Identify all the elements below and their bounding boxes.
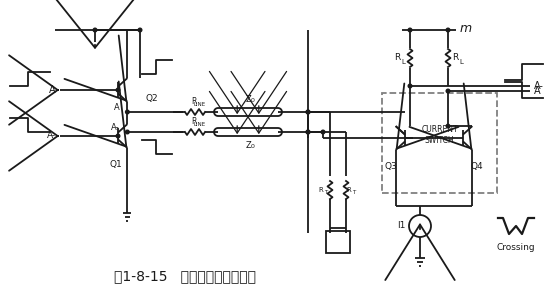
Text: T: T [325,191,327,196]
Text: T: T [352,191,356,196]
Text: LINE: LINE [194,121,206,126]
Circle shape [408,28,412,32]
Text: A: A [114,103,119,111]
Text: A-: A- [534,81,544,91]
Circle shape [116,88,120,92]
Text: m: m [460,21,472,35]
Text: Z: Z [245,140,251,150]
Circle shape [126,130,129,134]
Text: LINE: LINE [194,102,206,106]
Text: I1: I1 [397,222,405,230]
Text: 0: 0 [251,144,255,150]
Text: A: A [534,86,541,96]
Bar [382,93,497,193]
Text: R: R [394,54,400,62]
Circle shape [306,110,310,114]
Circle shape [446,28,450,32]
Circle shape [116,134,120,138]
Text: A: A [49,85,56,95]
Circle shape [306,130,310,134]
Text: 0: 0 [251,99,255,103]
Circle shape [446,89,450,93]
Circle shape [446,124,450,128]
Circle shape [306,110,310,114]
Text: Q3: Q3 [384,162,397,170]
Text: Q2: Q2 [145,94,158,103]
Circle shape [306,130,310,134]
Text: A-: A- [111,122,119,132]
Circle shape [93,28,97,32]
Bar [326,231,350,253]
Text: R: R [452,54,458,62]
Text: L: L [459,59,463,65]
Text: CURRENT
SWITCH: CURRENT SWITCH [421,125,458,145]
Text: Z: Z [245,95,251,103]
Text: Crossing: Crossing [497,244,535,252]
Text: A-: A- [47,132,56,140]
Text: Q4: Q4 [471,162,483,170]
Circle shape [126,110,129,114]
Circle shape [321,130,325,134]
Text: R: R [191,98,197,106]
Text: R: R [319,187,324,193]
Circle shape [138,28,142,32]
Circle shape [408,84,412,88]
Text: R: R [191,118,197,126]
Text: L: L [401,59,405,65]
Text: 图1-8-15   差分信号结构示意图: 图1-8-15 差分信号结构示意图 [114,269,256,283]
Text: Q1: Q1 [110,159,122,169]
Text: R: R [347,187,351,193]
